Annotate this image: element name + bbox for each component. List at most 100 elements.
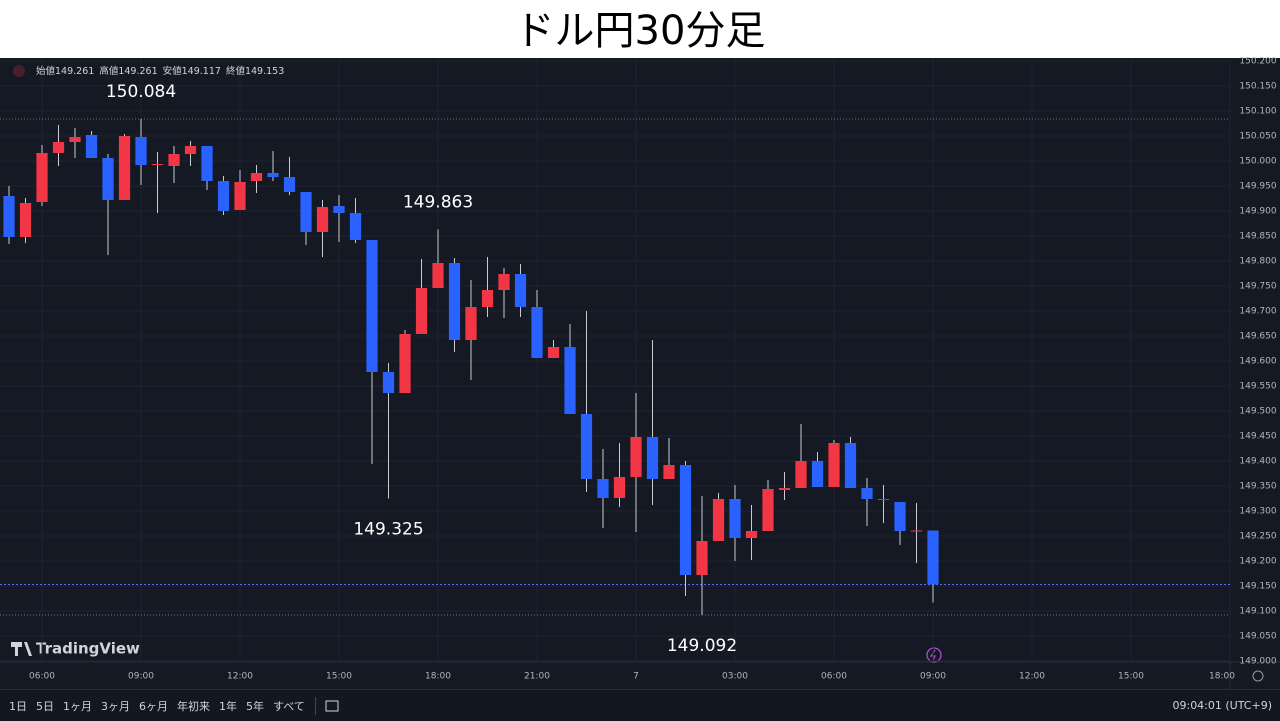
settings-icon[interactable] xyxy=(1252,670,1264,682)
y-tick-label: 149.250 xyxy=(1239,532,1276,542)
y-tick-label: 150.100 xyxy=(1239,107,1276,117)
candle-body xyxy=(366,240,378,372)
y-tick-label: 149.450 xyxy=(1239,432,1276,442)
y-tick-label: 150.150 xyxy=(1239,82,1276,92)
candle-body xyxy=(135,137,147,165)
range-button[interactable]: 6ヶ月 xyxy=(139,699,168,713)
x-tick-label: 09:00 xyxy=(920,672,946,682)
candle-body xyxy=(283,177,296,192)
candle-body xyxy=(399,334,411,393)
candle-body xyxy=(415,288,428,334)
candle-body xyxy=(498,274,510,290)
range-button[interactable]: 3ヶ月 xyxy=(101,699,130,713)
candle-body xyxy=(217,181,230,211)
x-tick-label: 18:00 xyxy=(425,672,451,682)
range-button[interactable]: 年初来 xyxy=(177,699,210,713)
candle-body xyxy=(547,347,560,358)
chart-background xyxy=(0,58,1280,689)
y-tick-label: 149.350 xyxy=(1239,482,1276,492)
candle-body xyxy=(267,173,279,177)
separator xyxy=(314,696,316,715)
candle-body xyxy=(679,465,692,575)
candle-body xyxy=(349,213,362,240)
candle-body xyxy=(118,136,131,200)
clock: 09:04:01 (UTC+9) xyxy=(1172,699,1272,712)
candle-body xyxy=(894,502,906,531)
y-tick-label: 149.600 xyxy=(1239,357,1276,367)
y-tick-label: 149.150 xyxy=(1239,582,1276,592)
candle-body xyxy=(877,499,890,500)
ohlc-value: 149.261 xyxy=(118,66,157,77)
candle-body xyxy=(151,164,164,165)
candle-body xyxy=(910,530,923,532)
candle-body xyxy=(795,461,807,488)
y-tick-label: 149.400 xyxy=(1239,457,1276,467)
candle-body xyxy=(712,499,725,541)
x-tick-label: 15:00 xyxy=(1118,672,1144,682)
ohlc-legend: 始値149.261 高値149.261 安値149.117 終値149.153 xyxy=(36,65,284,77)
ohlc-value: 149.261 xyxy=(55,66,94,77)
range-button[interactable]: 1日 xyxy=(9,699,27,713)
y-tick-label: 149.300 xyxy=(1239,507,1276,517)
ohlc-label: 高値 xyxy=(99,65,119,77)
candle-body xyxy=(52,142,65,153)
candle-body xyxy=(828,443,840,487)
candle-body xyxy=(729,499,741,538)
x-tick-label: 06:00 xyxy=(29,672,55,682)
candle-body xyxy=(316,207,329,232)
y-tick-label: 149.500 xyxy=(1239,407,1276,417)
candle-body xyxy=(762,489,774,531)
price-annotation: 149.092 xyxy=(667,636,737,656)
candle-body xyxy=(300,192,312,232)
y-tick-label: 149.800 xyxy=(1239,257,1276,267)
x-tick-label: 09:00 xyxy=(128,672,154,682)
chart: TradingView 149.000 149.050 149.100 149.150… xyxy=(0,57,1280,689)
range-button[interactable]: 1ヶ月 xyxy=(63,699,92,713)
x-tick-label: 03:00 xyxy=(722,672,748,682)
candle-body xyxy=(778,488,791,490)
y-tick-label: 149.650 xyxy=(1239,332,1276,342)
candle-body xyxy=(927,530,939,585)
candle-body xyxy=(861,488,873,499)
candle-body xyxy=(745,531,758,538)
candle-body xyxy=(481,290,494,307)
candle-body xyxy=(19,203,32,237)
price-annotation: 150.084 xyxy=(106,82,176,102)
candle-body xyxy=(564,347,576,414)
candle-body xyxy=(597,479,609,498)
candle-body xyxy=(811,461,824,487)
ohlc-value: 149.153 xyxy=(245,66,284,77)
candle-body xyxy=(844,443,857,488)
y-tick-label: 149.950 xyxy=(1239,182,1276,192)
candle-body xyxy=(580,414,593,479)
candle-body xyxy=(432,263,444,288)
price-annotation: 149.325 xyxy=(353,520,423,540)
x-tick-label: 18:00 xyxy=(1209,672,1235,682)
candle-body xyxy=(250,173,263,181)
candle-body xyxy=(696,541,708,575)
candle-body xyxy=(646,437,659,479)
candle-body xyxy=(102,158,114,200)
x-tick-label: 15:00 xyxy=(326,672,352,682)
y-tick-label: 149.750 xyxy=(1239,282,1276,292)
candle-body xyxy=(3,196,15,237)
candle-body xyxy=(630,437,642,477)
compare-icon[interactable] xyxy=(324,698,340,714)
brand-name: TradingView xyxy=(36,640,140,658)
range-button[interactable]: 5年 xyxy=(246,699,264,713)
price-annotation: 149.863 xyxy=(403,193,473,213)
range-button[interactable]: 5日 xyxy=(36,699,54,713)
candle-body xyxy=(613,477,626,498)
y-tick-label: 149.200 xyxy=(1239,557,1276,567)
ohlc-label: 終値 xyxy=(226,65,246,77)
range-button[interactable]: 1年 xyxy=(219,699,237,713)
candle-body xyxy=(36,153,48,202)
y-tick-label: 149.850 xyxy=(1239,232,1276,242)
y-tick-label: 149.550 xyxy=(1239,382,1276,392)
y-tick-label: 149.900 xyxy=(1239,207,1276,217)
candle-body xyxy=(465,307,477,340)
candle-body xyxy=(184,146,197,154)
y-tick-label: 150.000 xyxy=(1239,157,1276,167)
range-button[interactable]: すべて xyxy=(273,699,305,713)
